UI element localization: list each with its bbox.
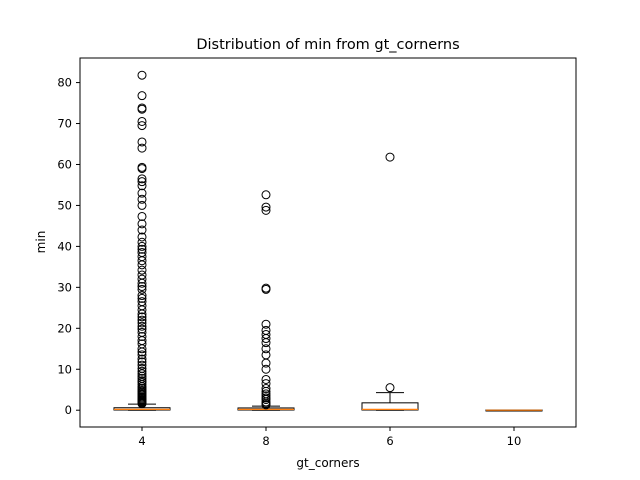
outlier-point <box>261 329 271 339</box>
outlier-point <box>137 282 147 292</box>
outlier-point <box>137 162 147 172</box>
outlier-point <box>261 205 271 215</box>
outlier-point <box>137 121 147 131</box>
outlier-point <box>137 143 147 153</box>
outlier-point <box>137 315 147 325</box>
outlier-point <box>261 190 271 200</box>
outlier-point <box>137 70 147 80</box>
outlier-point <box>137 177 147 187</box>
outlier-point <box>137 321 147 331</box>
y-tick-label: 40 <box>57 239 72 253</box>
outlier-point <box>137 366 147 376</box>
outlier-point <box>137 241 147 251</box>
y-tick-label: 10 <box>57 362 72 376</box>
x-tick-label: 4 <box>138 434 145 448</box>
outlier-point <box>137 174 147 184</box>
outlier-point <box>261 319 271 329</box>
outlier-point <box>137 244 147 254</box>
outlier-point <box>137 284 147 294</box>
outlier-point <box>137 350 147 360</box>
outlier-point <box>137 369 147 379</box>
outlier-point <box>261 389 271 399</box>
outlier-point <box>137 91 147 101</box>
outlier-point <box>137 248 147 258</box>
plot-area: 0 10 20 30 40 50 60 70 80 4 8 6 10 <box>57 57 577 448</box>
outlier-point <box>137 200 147 210</box>
y-tick-label: 60 <box>57 157 72 171</box>
outlier-point <box>137 116 147 126</box>
y-tick-label: 50 <box>57 198 72 212</box>
outlier-point <box>137 376 147 386</box>
outlier-point <box>137 181 147 191</box>
outlier-point <box>137 211 147 221</box>
outlier-point <box>137 363 147 373</box>
outlier-point <box>261 364 271 374</box>
outlier-point <box>261 350 271 360</box>
outlier-point <box>137 188 147 198</box>
y-tick-label: 30 <box>57 280 72 294</box>
outlier-point <box>137 301 147 311</box>
outlier-point <box>261 374 271 384</box>
outlier-point <box>137 232 147 242</box>
outlier-point <box>385 152 395 162</box>
x-tick-label: 10 <box>507 434 522 448</box>
outlier-point <box>137 274 147 284</box>
outlier-point <box>137 194 147 204</box>
outlier-point <box>137 252 147 262</box>
outlier-point <box>137 339 147 349</box>
x-axis-label: gt_corners <box>296 456 359 470</box>
outlier-point <box>137 331 147 341</box>
outlier-point <box>137 312 147 322</box>
outlier-point <box>137 265 147 275</box>
y-tick-label: 20 <box>57 321 72 335</box>
y-tick-label: 80 <box>57 76 72 90</box>
outlier-point <box>137 291 147 301</box>
outlier-point <box>137 357 147 367</box>
outlier-point <box>137 324 147 334</box>
outlier-point <box>137 297 147 307</box>
outlier-point <box>137 360 147 370</box>
box-iqr <box>361 402 419 411</box>
y-tick-label: 70 <box>57 117 72 131</box>
outlier-point <box>261 325 271 335</box>
outlier-point <box>137 103 147 113</box>
x-tick-label: 8 <box>262 434 269 448</box>
outlier-point <box>261 384 271 394</box>
outlier-point <box>137 354 147 364</box>
outlier-point <box>137 293 147 303</box>
chart-title: Distribution of min from gt_cornerns <box>196 37 459 53</box>
x-tick-label: 6 <box>386 434 393 448</box>
outlier-point <box>385 383 395 393</box>
outlier-point <box>261 344 271 354</box>
y-tick-label: 0 <box>65 403 72 417</box>
outlier-point <box>137 327 147 337</box>
outlier-point <box>261 379 271 389</box>
outlier-point <box>137 237 147 247</box>
outlier-point <box>137 270 147 280</box>
outlier-point <box>137 318 147 328</box>
outlier-point <box>261 202 271 212</box>
outlier-point <box>137 137 147 147</box>
outlier-point <box>137 225 147 235</box>
outlier-point <box>137 219 147 229</box>
outlier-point <box>261 283 271 293</box>
axes-frame <box>79 57 577 428</box>
y-axis-label: min <box>34 231 48 254</box>
